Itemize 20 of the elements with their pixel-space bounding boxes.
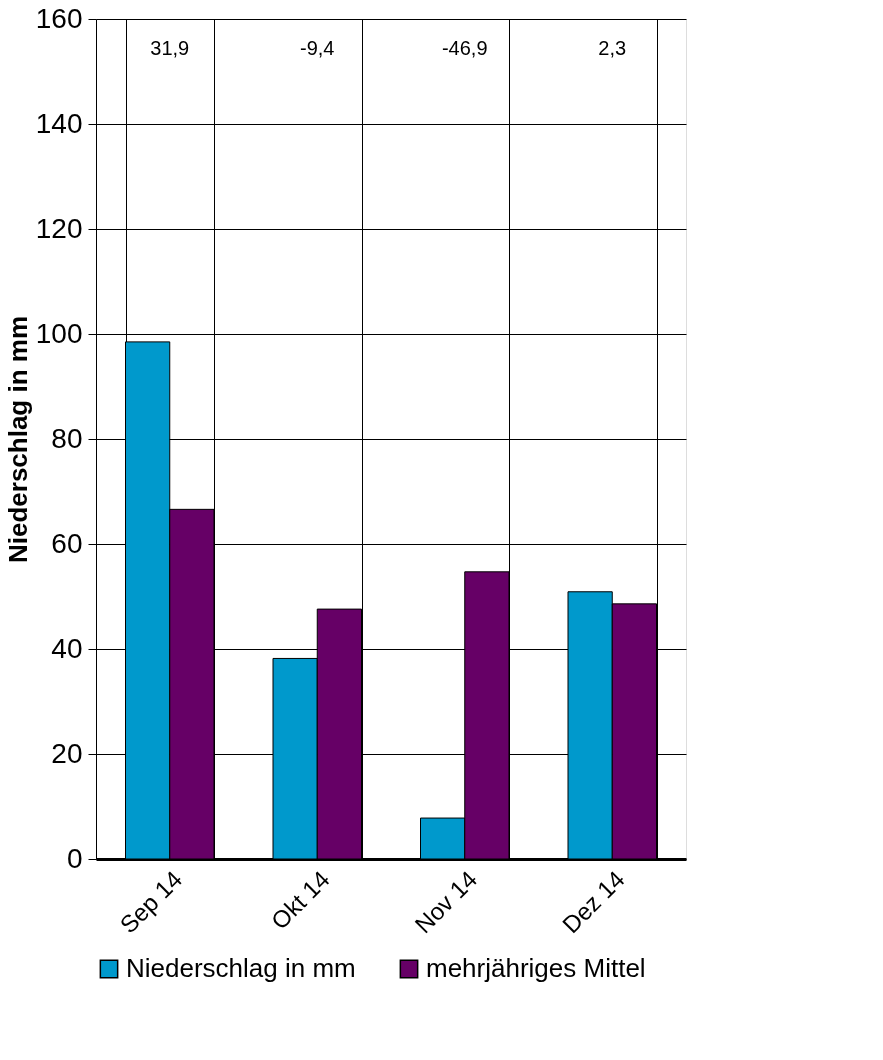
legend-label: Niederschlag in mm — [126, 953, 356, 983]
y-tick-label: 0 — [66, 842, 83, 874]
annotation: 2,3 — [598, 37, 627, 59]
x-tick-label: Dez 14 — [556, 865, 630, 939]
y-tick-label: 140 — [35, 107, 83, 139]
y-tick-label: 80 — [51, 422, 83, 454]
x-tick-label: Sep 14 — [114, 865, 188, 939]
annotation: -9,4 — [300, 37, 335, 59]
legend-label: mehrjähriges Mittel — [426, 953, 646, 983]
y-tick-label: 100 — [35, 317, 83, 349]
x-tick-label: Okt 14 — [265, 865, 335, 935]
annotation: 31,9 — [150, 37, 190, 59]
y-axis-title: Niederschlag in mm — [2, 315, 33, 564]
y-tick-label: 20 — [51, 737, 83, 769]
y-tick-label: 60 — [51, 527, 83, 559]
y-tick-label: 120 — [35, 212, 83, 244]
y-tick-label: 160 — [35, 2, 83, 34]
annotation: -46,9 — [441, 37, 488, 59]
x-tick-label: Nov 14 — [409, 865, 483, 939]
y-tick-label: 40 — [51, 632, 83, 664]
